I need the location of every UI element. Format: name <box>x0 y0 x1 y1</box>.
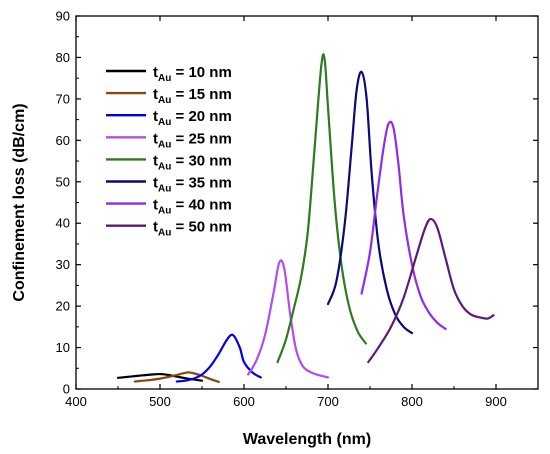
x-tick-label: 700 <box>317 394 339 409</box>
series-line-35nm <box>326 70 414 335</box>
series-line-50nm <box>367 217 495 364</box>
legend-label: tAu = 40 nm <box>153 197 232 217</box>
series-line-20nm <box>175 333 262 383</box>
legend-label: tAu = 20 nm <box>153 108 232 128</box>
series-layer <box>116 53 495 384</box>
y-tick-label: 60 <box>56 133 70 148</box>
y-tick-label: 0 <box>63 382 70 397</box>
legend-label: tAu = 15 nm <box>153 86 232 106</box>
axes-layer <box>75 15 539 390</box>
y-tick-label: 90 <box>56 9 70 24</box>
y-tick-label: 70 <box>56 91 70 106</box>
legend-label: tAu = 35 nm <box>153 175 232 195</box>
legend-label: tAu = 30 nm <box>153 152 232 172</box>
y-tick-label: 10 <box>56 340 70 355</box>
x-tick-label: 400 <box>65 394 87 409</box>
y-tick-label: 30 <box>56 257 70 272</box>
series-line-15nm <box>133 371 220 384</box>
legend-label: tAu = 25 nm <box>153 130 232 150</box>
y-axis-title: Confinement loss (dB/cm) <box>11 103 28 301</box>
x-tick-label: 800 <box>401 394 423 409</box>
series-line-25nm <box>247 259 330 379</box>
legend-label: tAu = 50 nm <box>153 219 232 239</box>
y-tick-label: 20 <box>56 299 70 314</box>
y-tick-label: 40 <box>56 216 70 231</box>
tick-labels: 400 500 600 700 800 900 0 10 20 30 40 50 60 70 80 90 <box>56 9 507 410</box>
legend-label: tAu = 10 nm <box>153 64 232 84</box>
series-line-40nm <box>360 120 447 331</box>
x-tick-label: 500 <box>149 394 171 409</box>
series-line-30nm <box>276 53 367 364</box>
series-line-10nm <box>116 372 204 382</box>
x-axis-title: Wavelength (nm) <box>243 431 371 448</box>
y-tick-label: 50 <box>56 174 70 189</box>
x-tick-label: 600 <box>233 394 255 409</box>
x-tick-label: 900 <box>485 394 507 409</box>
y-tick-label: 80 <box>56 50 70 65</box>
